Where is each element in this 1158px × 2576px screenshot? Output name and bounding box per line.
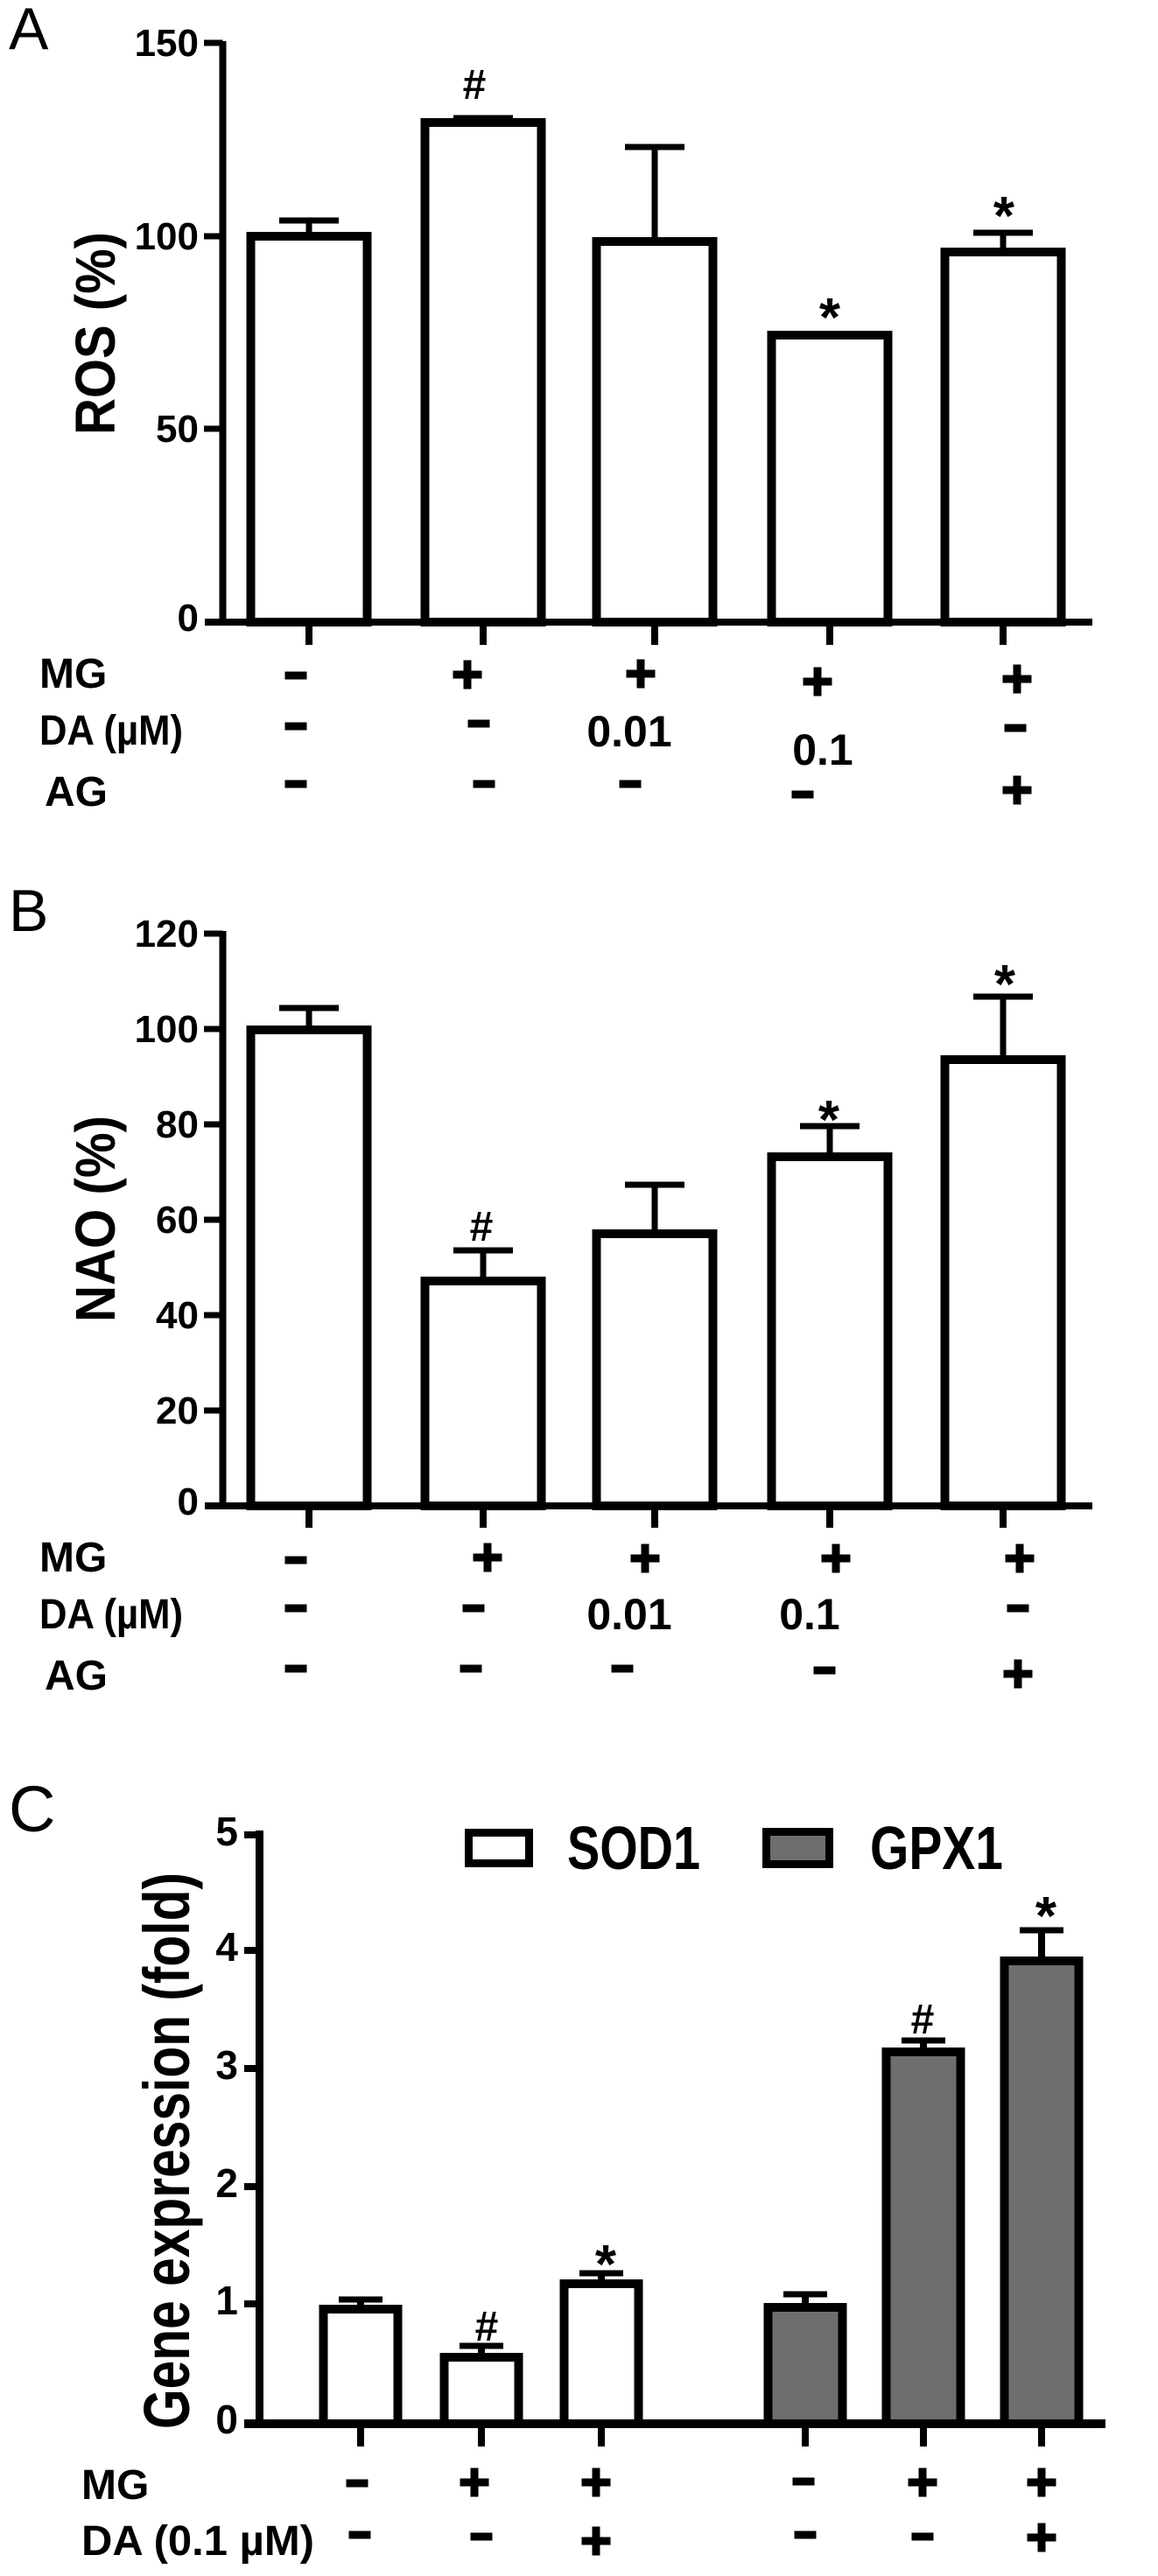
svg-text:AG: AG [45,769,108,816]
svg-text:1: 1 [215,2278,238,2323]
svg-text:0.01: 0.01 [586,1590,671,1639]
svg-text:5: 5 [215,1809,238,1854]
svg-text:*: * [819,288,841,348]
svg-text:Gene expression (fold): Gene expression (fold) [130,1872,203,2429]
svg-text:0: 0 [178,597,199,640]
svg-text:DA (µM): DA (µM) [39,708,183,754]
svg-text:MG: MG [81,2462,149,2509]
svg-text:#: # [463,62,487,108]
svg-text:0: 0 [215,2397,238,2442]
svg-text:C: C [9,1773,55,1845]
svg-text:DA (µM): DA (µM) [39,1592,183,1638]
svg-text:SOD1: SOD1 [567,1814,700,1882]
svg-text:0.1: 0.1 [779,1590,840,1639]
svg-text:3: 3 [215,2042,238,2088]
svg-text:40: 40 [156,1294,199,1337]
svg-text:100: 100 [135,215,199,258]
svg-text:2: 2 [215,2160,238,2206]
svg-text:100: 100 [135,1008,199,1051]
svg-text:0: 0 [178,1480,199,1523]
svg-text:*: * [1035,1886,1057,1947]
svg-text:50: 50 [156,408,199,451]
svg-text:#: # [470,1204,494,1250]
svg-text:DA (0.1 µM): DA (0.1 µM) [81,2518,314,2565]
svg-text:A: A [9,0,49,62]
svg-text:NAO (%): NAO (%) [64,1116,127,1322]
svg-text:80: 80 [156,1103,199,1146]
svg-text:120: 120 [135,913,199,956]
svg-text:60: 60 [156,1199,199,1242]
svg-text:*: * [818,1090,840,1151]
svg-text:B: B [9,878,48,944]
svg-text:0.1: 0.1 [792,725,853,774]
svg-text:20: 20 [156,1390,199,1432]
svg-text:#: # [475,2304,499,2350]
svg-text:150: 150 [135,22,199,65]
svg-text:4: 4 [215,1924,238,1970]
svg-text:0.01: 0.01 [586,707,671,756]
svg-text:*: * [595,2235,617,2295]
svg-text:MG: MG [39,651,107,697]
svg-text:GPX1: GPX1 [870,1814,1003,1882]
svg-text:ROS (%): ROS (%) [64,232,127,435]
svg-text:*: * [993,186,1015,247]
svg-text:*: * [994,955,1016,1015]
svg-text:AG: AG [45,1653,108,1699]
svg-text:MG: MG [39,1535,107,1581]
svg-text:#: # [911,1997,935,2043]
